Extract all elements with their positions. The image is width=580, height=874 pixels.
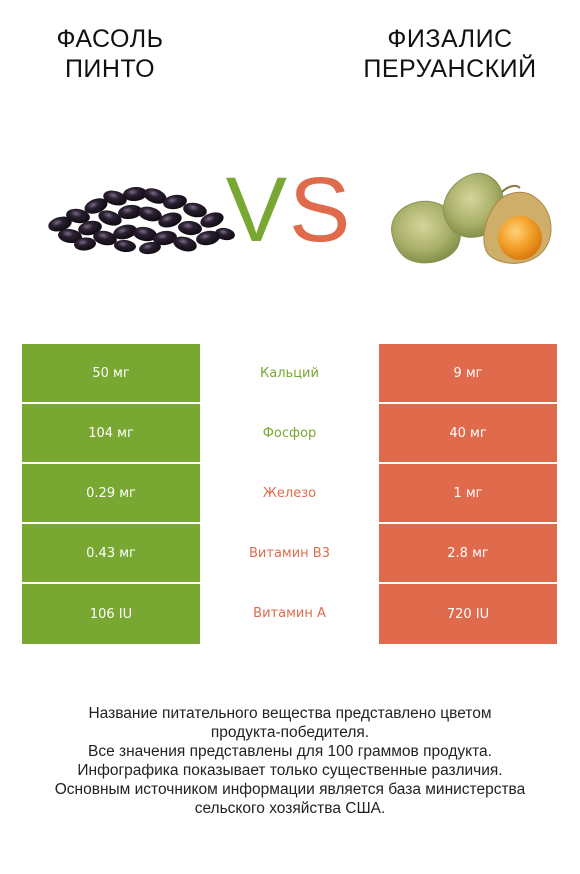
right-title-line2: ПЕРУАНСКИЙ bbox=[363, 55, 537, 83]
right-value-cell: 40 мг bbox=[379, 404, 557, 464]
right-title-line1: ФИЗАЛИС bbox=[387, 25, 513, 53]
right-value-cell: 9 мг bbox=[379, 344, 557, 404]
footer-notes: Название питательного вещества представл… bbox=[0, 704, 580, 818]
left-title-line2: ПИНТО bbox=[64, 55, 156, 83]
left-value-cell: 0.29 мг bbox=[22, 464, 200, 524]
nutrient-name-cell: Витамин B3 bbox=[200, 524, 379, 584]
table-row: 50 мг Кальций 9 мг bbox=[22, 344, 557, 404]
left-food-title: ФАСОЛЬ ПИНТО bbox=[0, 24, 220, 84]
physalis-image bbox=[391, 172, 552, 264]
footer-line: Основным источником информации является … bbox=[54, 781, 526, 798]
left-value-cell: 0.43 мг bbox=[22, 524, 200, 584]
table-row: 0.29 мг Железо 1 мг bbox=[22, 464, 557, 524]
nutrient-comparison-table: 50 мг Кальций 9 мг 104 мг Фосфор 40 мг 0.29 мг… bbox=[22, 344, 557, 644]
left-value-cell: 104 мг bbox=[22, 404, 200, 464]
versus-v: V bbox=[225, 159, 289, 261]
footer-line: Инфографика показывает только существенн… bbox=[77, 762, 503, 779]
table-row: 0.43 мг Витамин B3 2.8 мг bbox=[22, 524, 557, 584]
table-row: 104 мг Фосфор 40 мг bbox=[22, 404, 557, 464]
right-value-cell: 2.8 мг bbox=[379, 524, 557, 584]
nutrient-name-cell: Фосфор bbox=[200, 404, 379, 464]
right-value-cell: 720 IU bbox=[379, 584, 557, 644]
right-value-cell: 1 мг bbox=[379, 464, 557, 524]
versus-s: S bbox=[289, 159, 353, 261]
left-value-cell: 106 IU bbox=[22, 584, 200, 644]
footer-line: продукта-победителя. bbox=[210, 724, 370, 741]
left-value-cell: 50 мг bbox=[22, 344, 200, 404]
table-row: 106 IU Витамин A 720 IU bbox=[22, 584, 557, 644]
nutrient-name-cell: Кальций bbox=[200, 344, 379, 404]
footer-line: Все значения представлены для 100 граммо… bbox=[88, 743, 492, 760]
footer-line: Название питательного вещества представл… bbox=[88, 705, 492, 722]
right-food-title: ФИЗАЛИС ПЕРУАНСКИЙ bbox=[345, 24, 555, 84]
versus-label: VS bbox=[224, 160, 354, 260]
footer-line: сельского хозяйства США. bbox=[194, 800, 386, 817]
nutrient-name-cell: Железо bbox=[200, 464, 379, 524]
left-title-line1: ФАСОЛЬ bbox=[56, 25, 164, 53]
nutrient-name-cell: Витамин A bbox=[200, 584, 379, 644]
pinto-beans-image bbox=[48, 186, 235, 255]
